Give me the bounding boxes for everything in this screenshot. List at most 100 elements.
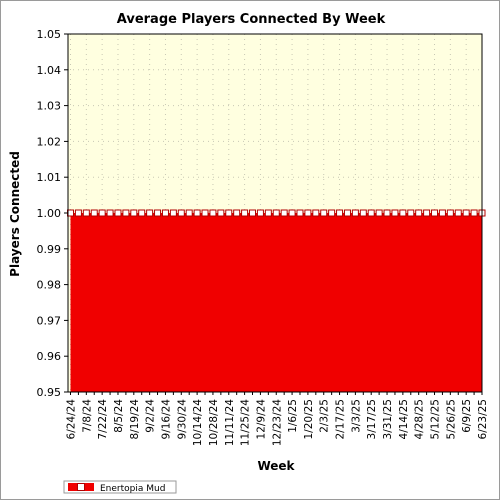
- y-tick-label: 1.01: [37, 171, 62, 184]
- y-tick-label: 0.99: [37, 243, 62, 256]
- data-point: [399, 209, 407, 217]
- x-tick-label: 6/9/25: [461, 399, 473, 433]
- series-markers: [67, 209, 486, 217]
- x-tick-label: 11/11/24: [224, 399, 236, 446]
- data-point: [470, 209, 478, 217]
- data-point: [225, 209, 233, 217]
- x-tick-label: 5/26/25: [445, 399, 457, 439]
- data-point: [407, 209, 415, 217]
- x-tick-label: 10/28/24: [208, 399, 220, 446]
- x-tick-label: 6/24/24: [66, 399, 78, 440]
- x-axis: 6/24/24 7/8/24 7/22/24 8/5/24 8/19/24 9/2/24 9…: [66, 392, 489, 446]
- x-tick-label: 4/28/25: [414, 399, 426, 439]
- x-tick-label: 9/30/24: [176, 399, 188, 440]
- data-point: [122, 209, 130, 217]
- data-point: [256, 209, 264, 217]
- y-tick-label: 0.95: [37, 386, 62, 399]
- legend: Enertopia Mud: [63, 480, 177, 494]
- x-tick-label: 3/31/25: [382, 399, 394, 439]
- y-axis-label: Players Connected: [8, 151, 22, 277]
- data-point: [146, 209, 154, 217]
- data-point: [249, 209, 257, 217]
- x-tick-label: 9/2/24: [145, 399, 157, 433]
- data-point: [367, 209, 375, 217]
- data-point: [375, 209, 383, 217]
- data-point: [201, 209, 209, 217]
- data-point: [423, 209, 431, 217]
- x-tick-label: 11/25/24: [240, 399, 252, 446]
- data-point: [169, 209, 177, 217]
- data-point: [138, 209, 146, 217]
- data-point: [217, 209, 225, 217]
- data-point: [296, 209, 304, 217]
- data-point: [312, 209, 320, 217]
- x-tick-label: 3/17/25: [366, 399, 378, 439]
- data-point: [154, 209, 162, 217]
- series-area-fill: [70, 213, 482, 392]
- x-tick-label: 8/19/24: [129, 399, 141, 440]
- data-point: [209, 209, 217, 217]
- y-axis: 0.95 0.96 0.97 0.98 0.99 1.00 1.01 1.02 1.03 1.04…: [37, 28, 68, 399]
- data-point: [74, 209, 82, 217]
- data-point: [90, 209, 98, 217]
- data-point: [130, 209, 138, 217]
- series-area: [70, 213, 482, 392]
- y-tick-label: 0.96: [37, 350, 62, 363]
- data-point: [193, 209, 201, 217]
- x-tick-label: 12/9/24: [255, 399, 267, 440]
- data-point: [336, 209, 344, 217]
- x-tick-label: 8/5/24: [113, 399, 125, 433]
- data-point: [431, 209, 439, 217]
- legend-marker: [77, 483, 85, 491]
- x-tick-label: 7/22/24: [97, 399, 109, 440]
- x-tick-label: 10/14/24: [192, 399, 204, 446]
- data-point: [351, 209, 359, 217]
- x-tick-label: 2/3/25: [319, 399, 331, 433]
- y-tick-label: 0.97: [37, 314, 62, 327]
- data-point: [82, 209, 90, 217]
- y-tick-label: 1.00: [37, 207, 62, 220]
- data-point: [264, 209, 272, 217]
- x-tick-label: 3/3/25: [350, 399, 362, 433]
- y-tick-label: 1.03: [37, 100, 62, 113]
- data-point: [438, 209, 446, 217]
- data-point: [106, 209, 114, 217]
- x-tick-label: 7/8/24: [81, 399, 93, 433]
- data-point: [462, 209, 470, 217]
- x-tick-label: 1/20/25: [303, 399, 315, 439]
- data-point: [359, 209, 367, 217]
- data-point: [114, 209, 122, 217]
- x-tick-label: 6/23/25: [477, 399, 489, 439]
- y-tick-label: 1.05: [37, 28, 62, 41]
- x-tick-label: 5/12/25: [430, 399, 442, 439]
- data-point: [161, 209, 169, 217]
- x-axis-label: Week: [257, 459, 295, 473]
- data-point: [320, 209, 328, 217]
- data-point: [272, 209, 280, 217]
- data-point: [391, 209, 399, 217]
- x-tick-label: 12/23/24: [271, 399, 283, 446]
- x-tick-label: 9/16/24: [160, 399, 172, 440]
- data-point: [233, 209, 241, 217]
- data-point: [415, 209, 423, 217]
- data-point: [328, 209, 336, 217]
- x-tick-label: 1/6/25: [287, 399, 299, 433]
- data-point: [304, 209, 312, 217]
- y-tick-label: 1.04: [37, 64, 62, 77]
- data-point: [280, 209, 288, 217]
- data-point: [288, 209, 296, 217]
- chart-title: Average Players Connected By Week: [117, 12, 386, 27]
- data-point: [98, 209, 106, 217]
- y-tick-label: 0.98: [37, 279, 62, 292]
- data-point: [446, 209, 454, 217]
- data-point: [241, 209, 249, 217]
- legend-label: Enertopia Mud: [100, 484, 165, 494]
- data-point: [454, 209, 462, 217]
- data-point: [177, 209, 185, 217]
- data-point: [383, 209, 391, 217]
- x-tick-label: 2/17/25: [335, 399, 347, 439]
- data-point: [185, 209, 193, 217]
- data-point: [343, 209, 351, 217]
